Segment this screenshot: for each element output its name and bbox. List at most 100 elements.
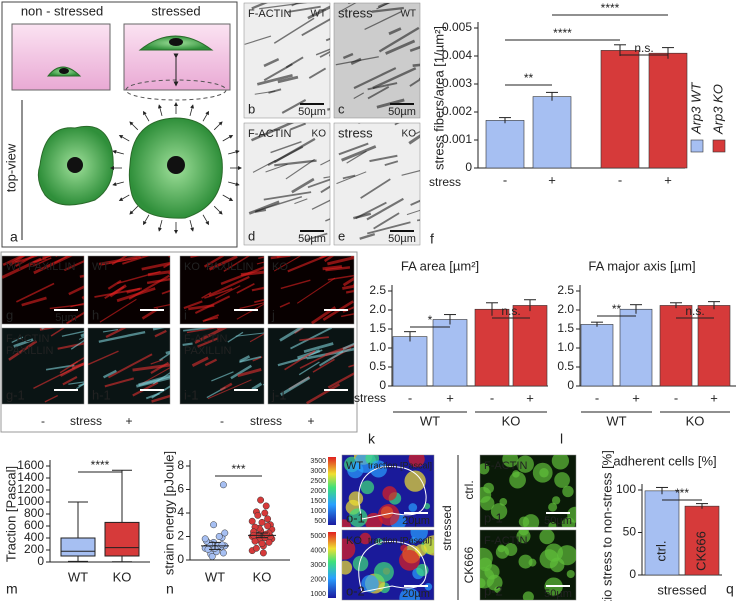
fiber — [263, 191, 312, 201]
panel-letter: j-1 — [271, 387, 286, 402]
panel-letter: g-1 — [6, 387, 25, 402]
y-tick-label: 800 — [24, 506, 44, 520]
fiber — [204, 358, 218, 367]
blob — [551, 496, 561, 505]
panel-letter: i — [184, 307, 187, 322]
error-bar — [444, 314, 456, 325]
legend-label: Arp3 WT — [688, 82, 703, 135]
scale-label: 50µm — [298, 233, 326, 245]
texture — [244, 3, 330, 114]
point — [264, 515, 272, 523]
blob — [399, 587, 420, 600]
fiber — [147, 270, 170, 277]
y-tick-label: 0 — [629, 567, 636, 581]
bar — [600, 50, 640, 169]
panel-letter: h-1 — [92, 387, 111, 402]
fiber — [327, 274, 354, 281]
label: top-view — [3, 143, 18, 192]
fiber — [78, 336, 84, 340]
fiber — [277, 75, 299, 84]
fiber — [373, 212, 400, 230]
colorbar — [328, 532, 336, 598]
error-bar — [591, 321, 603, 327]
y-tick-label: 0.004 — [442, 48, 472, 62]
fiber — [21, 296, 47, 307]
arrow — [189, 220, 194, 232]
point — [215, 533, 223, 540]
x-tick-label: - — [674, 390, 678, 405]
arrow — [143, 110, 150, 122]
panel-letter: e — [338, 228, 345, 243]
fiber — [161, 289, 170, 295]
group-label: KO — [502, 413, 521, 428]
significance: n.s. — [501, 304, 520, 318]
fiber — [239, 302, 264, 310]
dish — [11, 23, 111, 91]
arrow — [202, 110, 209, 122]
fiber — [16, 282, 55, 303]
x-tick-label: WT — [205, 569, 225, 584]
image — [243, 2, 331, 119]
label: non - stressed — [21, 3, 103, 18]
image — [333, 122, 421, 246]
fiber — [256, 261, 264, 265]
fiber — [251, 3, 268, 10]
bar — [697, 305, 731, 387]
significance: ** — [612, 302, 622, 316]
fiber — [239, 355, 251, 363]
fiber — [201, 291, 212, 299]
panel-letter: m — [6, 581, 18, 597]
arrow — [112, 150, 124, 155]
x-tick-label: - — [408, 390, 412, 405]
bar — [432, 319, 468, 387]
fiber — [366, 197, 404, 221]
blob — [404, 470, 426, 492]
fiber — [239, 356, 262, 363]
texture — [8, 328, 84, 403]
y-axis-label: Traction [Pascal] — [3, 466, 18, 562]
fiber — [342, 342, 354, 350]
fiber — [366, 221, 411, 235]
scale-label: 50µm — [544, 588, 572, 600]
y-axis-label: strain energy [pJoule] — [161, 451, 176, 575]
fiber — [44, 394, 59, 403]
stain: stress — [338, 5, 373, 20]
fiber — [409, 45, 420, 53]
blob — [539, 468, 549, 478]
blob — [490, 503, 508, 520]
fiber — [341, 145, 377, 162]
image-panel: KO PAXILLIN i — [179, 255, 265, 325]
bar — [659, 305, 693, 387]
fiber — [320, 159, 330, 166]
genotype: WT — [400, 9, 416, 20]
point — [251, 537, 259, 545]
texture — [480, 455, 576, 527]
fiber — [146, 277, 170, 285]
blob — [361, 575, 379, 593]
bar — [644, 490, 680, 576]
fiber — [364, 10, 403, 31]
label: stressed — [151, 3, 200, 18]
fiber — [414, 130, 420, 135]
fiber — [102, 369, 117, 379]
image — [333, 2, 421, 119]
y-tick-label: 0.5 — [557, 359, 574, 373]
colorbar-label: 1000 — [310, 508, 326, 515]
fiber — [367, 86, 390, 100]
error-bar — [708, 301, 720, 310]
texture — [183, 256, 264, 323]
scale-label: 50µm — [298, 106, 326, 118]
fiber — [78, 382, 84, 387]
fiber — [254, 298, 264, 304]
fiber — [384, 160, 399, 167]
arrow — [213, 121, 223, 131]
error-bar — [404, 331, 416, 342]
fiber — [104, 377, 135, 388]
colorbar-label: 500 — [314, 518, 326, 525]
fiber — [208, 256, 238, 271]
fiber — [183, 328, 214, 332]
fiber — [197, 337, 219, 348]
texture — [270, 256, 354, 324]
y-tick-label: 2.5 — [369, 283, 386, 297]
